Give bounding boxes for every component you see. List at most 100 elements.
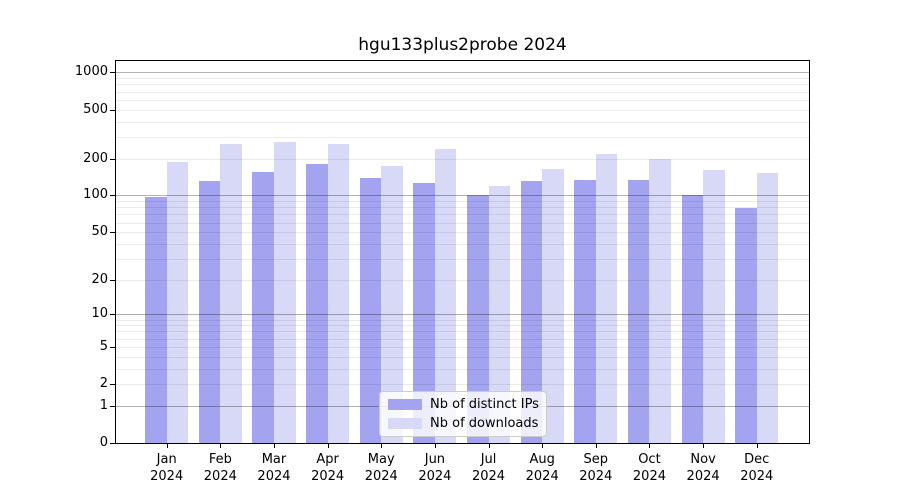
- chart-title: hgu133plus2probe 2024: [358, 35, 567, 55]
- bar-downloads-oct: [649, 158, 672, 443]
- gridline-minor-7: [116, 331, 809, 333]
- bar-distinct-ips-aug: [520, 180, 543, 443]
- gridline-minor-500: [116, 109, 809, 111]
- gridline-major-10: [116, 314, 809, 316]
- bar-distinct-ips-oct: [627, 179, 650, 443]
- y-tick-mark-20: [110, 279, 115, 281]
- y-tick-label-0: 0: [99, 435, 108, 450]
- gridline-minor-8: [116, 325, 809, 327]
- bar-downloads-aug: [542, 169, 564, 443]
- gridline-minor-900: [116, 78, 809, 80]
- gridline-minor-6: [116, 338, 809, 340]
- y-tick-mark-100: [110, 195, 115, 197]
- x-tick-label-apr: Apr 2024: [311, 452, 345, 484]
- bar-distinct-ips-nov: [681, 194, 704, 443]
- legend-row-downloads: Nb of downloads: [380, 416, 546, 431]
- gridline-major-1000: [116, 72, 809, 74]
- bar-downloads-jan: [166, 162, 189, 443]
- legend-swatch-downloads: [388, 418, 422, 430]
- gridline-minor-30: [116, 258, 809, 260]
- y-tick-mark-1: [110, 405, 115, 407]
- gridline-minor-700: [116, 91, 809, 93]
- x-tick-mark-feb: [220, 444, 222, 448]
- bar-distinct-ips-may: [359, 178, 382, 443]
- gridlines-layer: [116, 61, 809, 443]
- y-tick-label-10: 10: [91, 306, 108, 322]
- x-tick-label-nov: Nov 2024: [686, 452, 720, 484]
- x-tick-mark-jun: [434, 444, 436, 448]
- x-tick-mark-oct: [649, 444, 651, 448]
- gridline-minor-80: [116, 207, 809, 209]
- x-tick-label-sep: Sep 2024: [579, 452, 613, 484]
- gridline-minor-9: [116, 319, 809, 321]
- bar-downloads-apr: [327, 143, 350, 443]
- x-tick-label-jun: Jun 2024: [418, 452, 452, 484]
- x-tick-mark-apr: [327, 444, 329, 448]
- y-tick-label-5: 5: [99, 338, 108, 354]
- bar-distinct-ips-jul: [466, 195, 489, 443]
- bar-downloads-jun: [434, 149, 457, 443]
- bars-layer: [116, 61, 809, 443]
- y-tick-mark-200: [110, 158, 115, 160]
- bar-distinct-ips-dec: [735, 207, 757, 443]
- x-tick-label-jan: Jan 2024: [150, 452, 184, 484]
- gridline-minor-20: [116, 279, 809, 281]
- bar-downloads-nov: [703, 170, 725, 443]
- gridline-major-100: [116, 195, 809, 197]
- y-tick-mark-10: [110, 314, 115, 316]
- y-tick-mark-2: [110, 384, 115, 386]
- legend-label-downloads: Nb of downloads: [430, 416, 539, 432]
- y-tick-label-50: 50: [91, 224, 108, 240]
- bar-downloads-may: [381, 165, 403, 443]
- x-tick-label-jul: Jul 2024: [471, 452, 506, 484]
- gridline-minor-3: [116, 368, 809, 370]
- gridline-minor-40: [116, 243, 809, 245]
- bar-distinct-ips-mar: [252, 172, 274, 443]
- bar-distinct-ips-jun: [413, 182, 435, 443]
- x-tick-mark-may: [381, 444, 383, 448]
- gridline-minor-70: [116, 214, 809, 216]
- y-tick-label-200: 200: [83, 150, 108, 166]
- x-tick-mark-dec: [756, 444, 758, 448]
- bar-downloads-feb: [220, 144, 242, 443]
- bar-distinct-ips-apr: [306, 163, 328, 443]
- gridline-minor-4: [116, 356, 809, 358]
- y-tick-label-20: 20: [91, 271, 108, 287]
- gridline-minor-600: [116, 99, 809, 101]
- x-tick-mark-nov: [703, 444, 705, 448]
- y-tick-mark-50: [110, 232, 115, 234]
- x-tick-mark-jul: [488, 444, 490, 448]
- gridline-minor-2: [116, 384, 809, 386]
- legend-row-distinct-ips: Nb of distinct IPs: [380, 397, 546, 412]
- bar-distinct-ips-sep: [574, 179, 596, 443]
- y-tick-mark-0: [110, 443, 115, 444]
- gridline-minor-800: [116, 84, 809, 86]
- y-tick-label-1000: 1000: [74, 64, 108, 80]
- y-tick-label-100: 100: [83, 187, 108, 203]
- x-tick-label-mar: Mar 2024: [257, 452, 291, 484]
- gridline-minor-5: [116, 346, 809, 348]
- bar-downloads-dec: [756, 173, 779, 443]
- bar-downloads-sep: [595, 154, 618, 443]
- bar-distinct-ips-feb: [198, 180, 221, 443]
- x-tick-label-may: May 2024: [364, 452, 398, 484]
- gridline-minor-200: [116, 158, 809, 160]
- y-tick-label-2: 2: [99, 376, 108, 392]
- y-tick-mark-5: [110, 346, 115, 348]
- gridline-minor-60: [116, 222, 809, 224]
- gridline-minor-90: [116, 201, 809, 203]
- legend-label-distinct-ips: Nb of distinct IPs: [430, 396, 539, 412]
- y-tick-mark-500: [110, 109, 115, 111]
- x-tick-mark-sep: [595, 444, 597, 448]
- y-tick-mark-1000: [110, 72, 115, 74]
- x-tick-mark-aug: [542, 444, 544, 448]
- plot-area: [115, 60, 810, 444]
- bar-downloads-mar: [273, 141, 296, 443]
- x-tick-mark-mar: [273, 444, 275, 448]
- bar-distinct-ips-jan: [145, 197, 167, 443]
- x-tick-label-aug: Aug 2024: [525, 452, 559, 484]
- legend-swatch-distinct-ips: [388, 398, 422, 410]
- x-tick-mark-jan: [166, 444, 168, 448]
- bar-downloads-jul: [488, 185, 511, 443]
